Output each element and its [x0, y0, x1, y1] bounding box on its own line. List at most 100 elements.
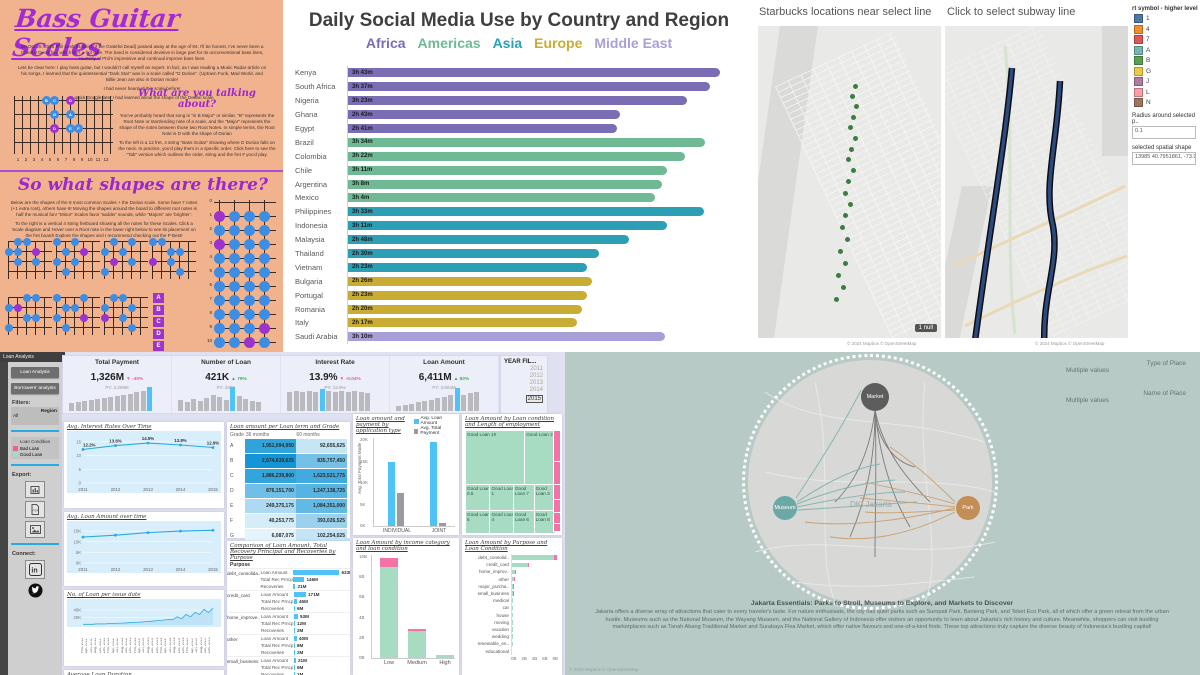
sparkline-bar[interactable]: [428, 400, 434, 411]
income-seg-Good-Loan[interactable]: [380, 567, 398, 658]
sparkline-bar[interactable]: [287, 392, 292, 411]
heat-cell[interactable]: 1,951,094,950: [244, 439, 296, 453]
sparkline-bar[interactable]: [147, 387, 152, 411]
vboard-dot[interactable]: [259, 239, 270, 250]
app-bar[interactable]: [397, 493, 404, 526]
vboard-dot[interactable]: [229, 309, 240, 320]
heat-cell[interactable]: 6,087,075: [244, 529, 296, 543]
metric-bar[interactable]: [293, 584, 296, 589]
sparkline-bar[interactable]: [101, 398, 107, 411]
shape-input[interactable]: 13985 40.7951861, -73.9: [1132, 152, 1196, 165]
sparkline-bar[interactable]: [69, 403, 74, 411]
income-stack[interactable]: [380, 558, 398, 658]
sparkline-bar[interactable]: [88, 400, 94, 411]
metric-bar[interactable]: [294, 614, 298, 619]
vboard-dot[interactable]: [229, 295, 240, 306]
metric-bar[interactable]: [294, 621, 295, 626]
sparkline-bar[interactable]: [365, 393, 370, 411]
sparkline-bar[interactable]: [345, 392, 351, 411]
node-park[interactable]: Park: [956, 496, 980, 520]
metric-bar[interactable]: [294, 599, 297, 604]
legend-row-B[interactable]: B: [1134, 56, 1200, 65]
sparkline-bar[interactable]: [422, 401, 427, 411]
sparkline-bar[interactable]: [184, 402, 190, 411]
mini-fretboard[interactable]: [149, 238, 196, 279]
selected-subway-line[interactable]: [973, 67, 1062, 338]
sparkline-bar[interactable]: [313, 392, 318, 411]
condition-item[interactable]: Bad Loan: [13, 445, 57, 451]
app-bar[interactable]: [388, 461, 395, 526]
sidebar-button-1[interactable]: Borrowers' analysis: [11, 383, 59, 394]
legend-row-G[interactable]: G: [1134, 66, 1200, 76]
metric-bar[interactable]: [294, 643, 295, 648]
vboard-dot[interactable]: [214, 309, 225, 320]
legend-row-N[interactable]: N: [1134, 98, 1200, 107]
export-ppt-button[interactable]: [25, 481, 45, 498]
sparkline-bar[interactable]: [191, 399, 196, 411]
sparkline-bar[interactable]: [435, 398, 440, 411]
treemap-bad-segment[interactable]: [552, 461, 561, 485]
vboard-dot[interactable]: [229, 239, 240, 250]
pc-good-bar[interactable]: [512, 569, 516, 575]
income-stack[interactable]: [436, 655, 454, 658]
sparkline-bar[interactable]: [114, 396, 120, 411]
sparkline-bar[interactable]: [415, 402, 421, 411]
vboard-dot[interactable]: [214, 239, 225, 250]
year-option-2013[interactable]: 2013: [529, 380, 543, 386]
sparkline-bar[interactable]: [326, 391, 331, 411]
legend-row-L[interactable]: L: [1134, 87, 1200, 97]
treemap-box[interactable]: Good Loan 4: [489, 510, 517, 534]
vboard-dot[interactable]: [229, 225, 240, 236]
mini-fretboard[interactable]: [5, 238, 52, 279]
heat-cell[interactable]: 2,574,639,625: [244, 454, 296, 468]
vboard-dot[interactable]: [229, 253, 240, 264]
mini-fretboard[interactable]: [53, 238, 100, 279]
vboard-dot[interactable]: [244, 309, 255, 320]
sparkline-bar[interactable]: [352, 391, 357, 411]
metric-bar[interactable]: [294, 672, 295, 675]
legend-row-1[interactable]: 1: [1134, 14, 1200, 23]
sparkline-bar[interactable]: [448, 395, 453, 411]
vboard-dot[interactable]: [214, 253, 225, 264]
sparkline-bar[interactable]: [339, 391, 344, 411]
legend-row-J[interactable]: J: [1134, 77, 1200, 86]
pc-good-bar[interactable]: [512, 555, 554, 560]
mini-fretboard[interactable]: [53, 294, 100, 335]
pc-good-bar[interactable]: [512, 598, 513, 603]
treemap-box[interactable]: Good Loan 8: [533, 510, 557, 534]
sparkline-bar[interactable]: [396, 406, 401, 411]
heat-cell[interactable]: 92,655,625: [295, 439, 347, 453]
sparkline-bar[interactable]: [217, 397, 222, 411]
app-bar[interactable]: [439, 523, 446, 526]
sparkline-bar[interactable]: [467, 393, 473, 411]
vboard-dot[interactable]: [244, 239, 255, 250]
sparkline-bar[interactable]: [82, 401, 87, 411]
heat-cell[interactable]: 393,026,525: [295, 514, 347, 528]
vboard-dot[interactable]: [214, 267, 225, 278]
mini-fretboard[interactable]: [5, 294, 52, 335]
sparkline-bar[interactable]: [256, 402, 261, 411]
pc-good-bar[interactable]: [512, 584, 514, 589]
metric-bar[interactable]: [294, 628, 295, 633]
income-seg-Good-Loan[interactable]: [408, 630, 426, 658]
sparkline-bar[interactable]: [204, 398, 209, 411]
sparkline-bar[interactable]: [441, 397, 447, 411]
treemap-box[interactable]: Good Loan 10: [465, 430, 529, 488]
vboard-dot[interactable]: [214, 211, 225, 222]
year-option-2014[interactable]: 2014: [529, 387, 543, 393]
vboard-dot[interactable]: [244, 225, 255, 236]
vboard-dot[interactable]: [214, 295, 225, 306]
vboard-dot[interactable]: [214, 281, 225, 292]
pc-good-bar[interactable]: [512, 605, 513, 611]
sparkline-bar[interactable]: [461, 395, 466, 411]
vboard-dot[interactable]: [229, 323, 240, 334]
vboard-dot[interactable]: [244, 211, 255, 222]
subway-map[interactable]: [945, 26, 1128, 338]
income-seg-Bad-Loan[interactable]: [408, 628, 426, 631]
sparkline-bar[interactable]: [75, 402, 81, 411]
pc-good-bar[interactable]: [512, 576, 515, 582]
treemap-bad-segment[interactable]: [552, 484, 561, 500]
treemap-box[interactable]: Good Loan 5: [465, 510, 494, 534]
vboard-dot[interactable]: [244, 323, 255, 334]
treemap-bad-segment[interactable]: [552, 430, 561, 462]
